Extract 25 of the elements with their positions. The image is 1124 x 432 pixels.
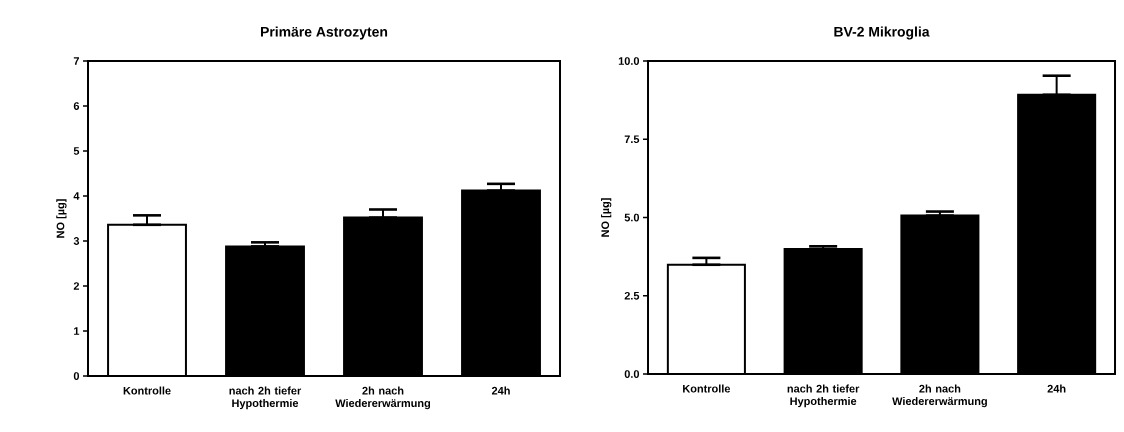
y-axis-title: NO [µg] — [56, 199, 67, 238]
y-tick-label: 6 — [73, 102, 80, 110]
y-tick-label: 1 — [74, 327, 80, 335]
x-tick-label: 24h — [491, 386, 510, 395]
y-tick-label: 4 — [73, 192, 80, 200]
x-tick-label: Kontrolle — [683, 384, 731, 393]
x-tick-label: 24h — [1047, 384, 1066, 393]
chart-title: BV-2 Mikroglia — [834, 26, 930, 40]
x-tick-label: Kontrolle — [123, 386, 171, 395]
y-tick-label: 5.0 — [624, 213, 640, 222]
y-tick-label: 2 — [73, 282, 80, 290]
y-tick-label: 10.0 — [618, 57, 640, 65]
y-tick-label: 0 — [73, 372, 80, 380]
y-axis-title: NO [µg] — [601, 198, 612, 237]
y-tick-label: 2.5 — [624, 291, 640, 300]
y-tick-label: 3 — [73, 237, 80, 245]
y-tick-label: 0.0 — [624, 370, 640, 378]
y-tick-label: 7 — [73, 57, 79, 65]
x-tick-label: nach 2h tiefer Hypothermie — [229, 386, 302, 410]
x-tick-label: 2h nach Wiedererwärmung — [892, 384, 987, 408]
y-tick-label: 7.5 — [624, 135, 640, 144]
y-tick-label: 5 — [73, 147, 80, 155]
x-tick-label: 2h nach Wiedererwärmung — [335, 386, 431, 410]
chart-title: Primäre Astrozyten — [260, 26, 388, 40]
x-tick-label: nach 2h tiefer Hypothermie — [787, 384, 860, 408]
